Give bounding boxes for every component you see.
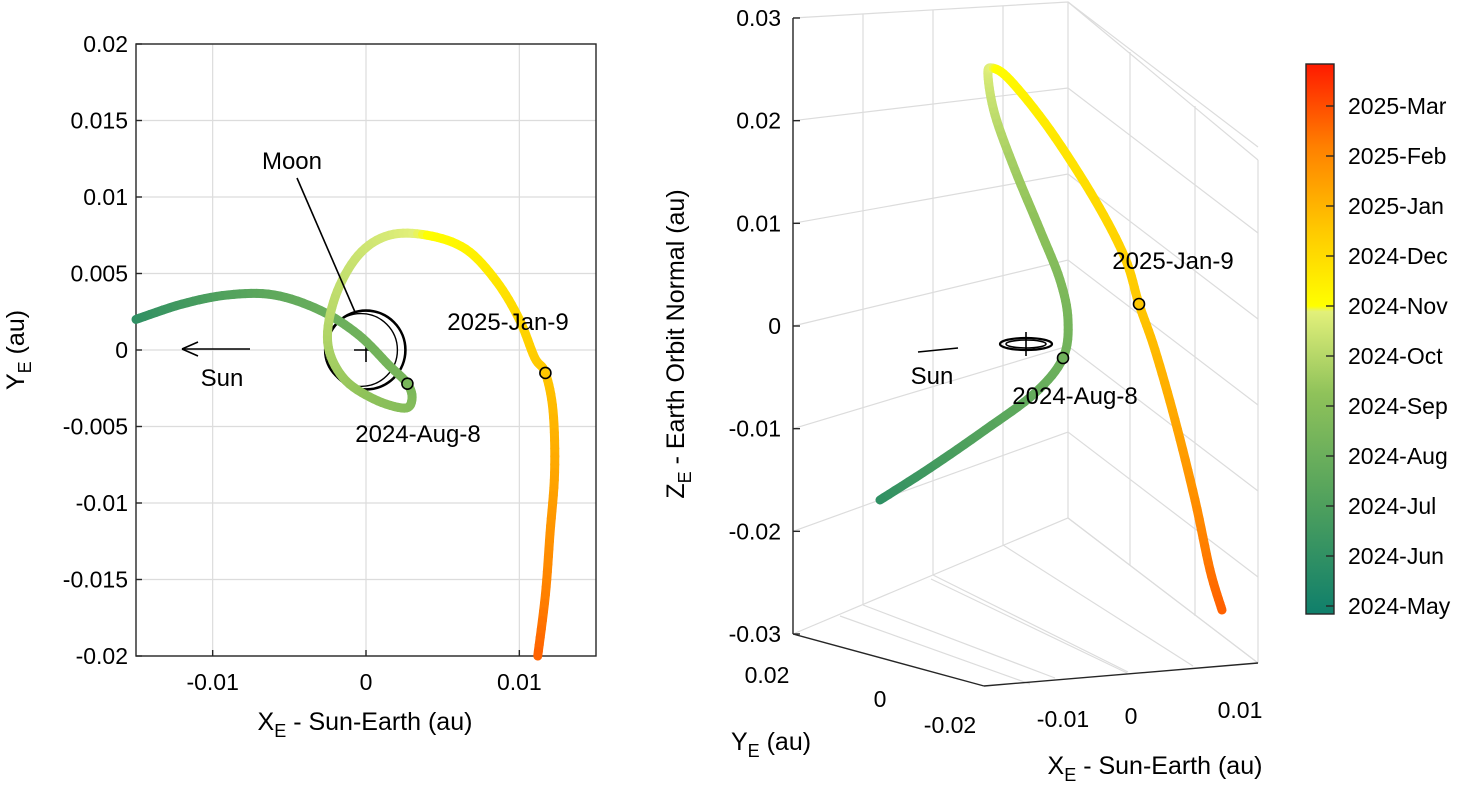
left-y-tick-label: 0.02: [83, 31, 128, 57]
marker-label-aug8-right: 2024-Aug-8: [1012, 383, 1137, 410]
right-x-tick-label: 0: [1125, 703, 1138, 729]
right-x-axis-label: XE - Sun-Earth (au): [1048, 752, 1263, 785]
left-y-tick-label: -0.02: [76, 643, 128, 669]
left-x-tick-label: -0.01: [186, 669, 238, 695]
sun-direction-3d: [917, 347, 959, 353]
left-y-tick-label: -0.01: [76, 490, 128, 516]
right-y-tick-label: -0.02: [924, 712, 976, 738]
marker-aug8-right: [1056, 351, 1070, 365]
left-x-tick-label: 0: [360, 669, 373, 695]
colorbar-tick-label: 2025-Mar: [1348, 93, 1447, 119]
marker-label-aug8-left: 2024-Aug-8: [355, 421, 480, 448]
right-z-gridline: [792, 173, 1259, 320]
colorbar: 2025-Mar 2025-Feb 2025-Jan 2024-Dec 2024-Nov…: [1305, 63, 1451, 619]
left-y-tick-label: 0: [115, 337, 128, 363]
colorbar-tick-label: 2024-Aug: [1348, 443, 1448, 469]
marker-jan9-left: [539, 366, 552, 380]
right-y-tick-label: 0: [874, 686, 887, 712]
left-ticks: -0.01 0 0.01 0.02 0.015 0.01 0.005 0 -0.005 -0.01…: [63, 31, 542, 695]
colorbar-tick-label: 2024-Nov: [1348, 293, 1448, 319]
moon-label: Moon: [262, 148, 322, 175]
colorbar-tick-label: 2024-Dec: [1348, 243, 1448, 269]
right-ticks: 0.03 0.02 0.01 0 -0.01 -0.02 -0.03: [729, 5, 800, 647]
left-plot: -0.01 0 0.01 0.02 0.015 0.01 0.005 0 -0.005 -0.01…: [2, 31, 597, 741]
colorbar-tick-label: 2024-May: [1348, 593, 1451, 619]
colorbar-tick-label: 2024-Oct: [1348, 343, 1443, 369]
right-y-tick-label: 0.02: [745, 662, 790, 688]
right-x-tick-label: 0.01: [1218, 697, 1263, 723]
right-z-gridline: [792, 259, 1259, 406]
moon-pointer-line: [296, 177, 356, 313]
right-z-tick-label: -0.02: [729, 518, 781, 544]
colorbar-tick-label: 2025-Jan: [1348, 193, 1444, 219]
right-x-tick-label: -0.01: [1037, 706, 1089, 732]
colorbar-tick-label: 2024-Sep: [1348, 393, 1448, 419]
right-z-tick-label: 0.03: [736, 5, 781, 31]
left-y-axis-label: YE (au): [2, 310, 35, 390]
left-y-tick-label: 0.015: [70, 108, 128, 134]
left-y-tick-label: -0.005: [63, 414, 128, 440]
left-y-tick-label: -0.015: [63, 567, 128, 593]
right-z-tick-label: -0.01: [729, 416, 781, 442]
left-markers: [401, 366, 552, 390]
colorbar-tick-label: 2025-Feb: [1348, 143, 1446, 169]
right-z-axis-label: ZE - Earth Orbit Normal (au): [662, 189, 695, 498]
left-trajectory: [131, 228, 560, 661]
right-z-tick-label: 0: [768, 313, 781, 339]
right-z-gridline: [792, 87, 1259, 234]
right-trajectory: [875, 63, 1227, 615]
marker-label-jan9-right: 2025-Jan-9: [1112, 248, 1233, 275]
sun-label-right: Sun: [911, 363, 954, 390]
left-x-axis-label: XE - Sun-Earth (au): [258, 708, 473, 741]
sun-arrow-head: [181, 341, 199, 357]
colorbar-gradient: [1305, 63, 1335, 615]
right-y-axis-label: YE (au): [731, 728, 811, 761]
colorbar-tick-label: 2024-Jun: [1348, 543, 1444, 569]
right-z-tick-label: -0.03: [729, 621, 781, 647]
right-z-gridline: [792, 517, 1259, 664]
right-z-gridline: [792, 1, 1259, 148]
left-x-tick-label: 0.01: [497, 669, 542, 695]
right-y-axis-line: [792, 633, 985, 687]
colorbar-labels: 2025-Mar 2025-Feb 2025-Jan 2024-Dec 2024-Nov…: [1326, 93, 1451, 619]
left-y-tick-label: 0.005: [70, 261, 128, 287]
right-plot-3d: 0.03 0.02 0.01 0 -0.01 -0.02 -0.03 Sun 2024-Au…: [662, 1, 1263, 785]
left-y-tick-label: 0.01: [83, 184, 128, 210]
colorbar-tick-label: 2024-Jul: [1348, 493, 1436, 519]
right-x-axis-line: [983, 662, 1259, 687]
marker-jan9-right: [1132, 297, 1146, 311]
right-z-tick-label: 0.02: [736, 108, 781, 134]
sun-label-left: Sun: [201, 365, 244, 392]
marker-aug8-left: [401, 377, 414, 390]
marker-label-jan9-left: 2025-Jan-9: [447, 309, 568, 336]
trajectory-segment-3d: [1216, 602, 1227, 615]
right-z-tick-label: 0.01: [736, 210, 781, 236]
trajectory-segment: [533, 646, 543, 661]
